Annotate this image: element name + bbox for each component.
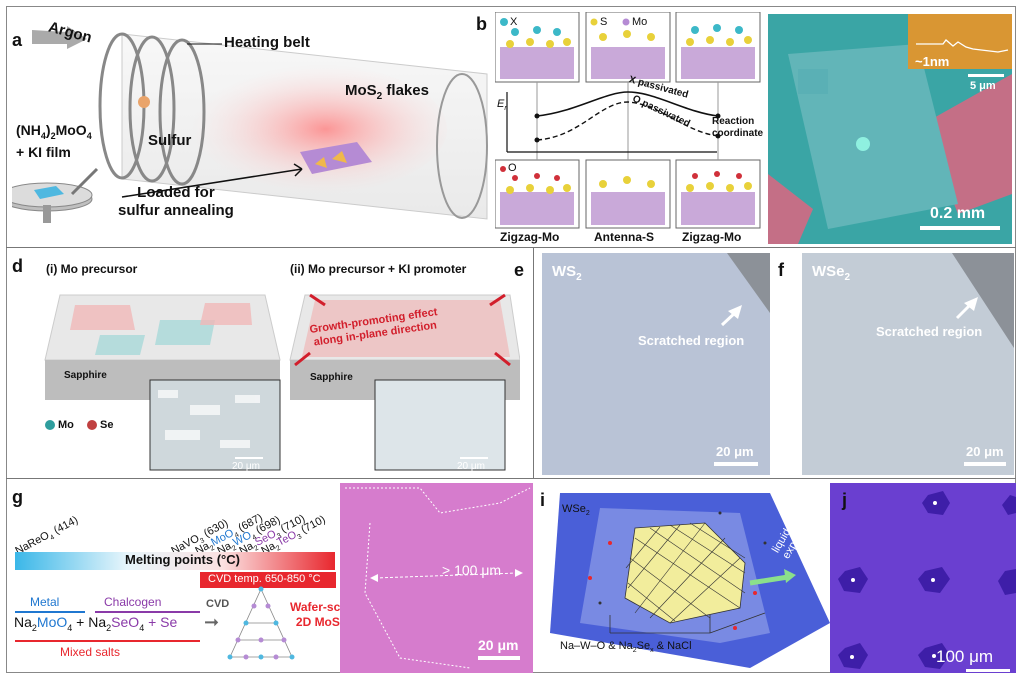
d-schematic (44, 293, 520, 471)
micrograph-j (830, 483, 1016, 673)
heating-belt-label: Heating belt (224, 34, 310, 51)
legend-s-label: S (600, 16, 608, 28)
metal-label: Metal (30, 595, 60, 609)
legend-mo-label: Mo (632, 16, 648, 28)
micrograph-e (542, 253, 770, 475)
scale-bar-f (964, 462, 1006, 466)
chalcogen-line (95, 611, 200, 613)
legend-o-label: O (508, 162, 517, 174)
scale-label-c: 0.2 mm (930, 205, 986, 222)
bottom-label-1: Zigzag-Mo (500, 230, 560, 244)
e-title: WS2 (552, 263, 582, 283)
i-bottom-label: Na–W–O & Na2Sex & NaCl (560, 640, 692, 655)
mos2-flakes-label: MoS2 flakes (345, 82, 429, 102)
cvd-arrow: ➞ (204, 612, 220, 632)
scale-bar-j (966, 669, 1010, 672)
micrograph-f (802, 253, 1014, 475)
scale-bar-e (714, 462, 758, 466)
inset-height-label: ~1nm (915, 54, 950, 69)
mixed-salts-line (15, 640, 200, 642)
reaction-coordinate-label: Reaction coordinate (712, 116, 764, 139)
row-divider-1 (6, 247, 1016, 248)
i-schematic (550, 493, 830, 668)
panel-label-i: i (540, 490, 546, 510)
metal-line (15, 611, 85, 613)
f-scratched-label: Scratched region (876, 324, 983, 339)
panel-label-a: a (12, 30, 23, 50)
melting-gradient-bar (15, 552, 335, 570)
bottom-label-2: Antenna-S (594, 230, 654, 244)
scale-label-d2: 20 μm (457, 461, 485, 472)
legend-x-label: X (510, 16, 518, 28)
e-scratched-label: Scratched region (638, 333, 745, 348)
d-title-ii: (ii) Mo precursor + KI promoter (290, 262, 467, 276)
i-wse2-label: WSe2 (562, 503, 590, 518)
cvd-temp-bar (200, 572, 336, 588)
col-divider-de (533, 247, 534, 478)
h-measure-label: > 100 μm (442, 562, 502, 578)
mose2-lattice (227, 586, 295, 660)
panel-label-j: j (842, 490, 848, 510)
micrograph-h (340, 483, 533, 673)
scale-label-j: 100 μm (936, 647, 994, 666)
f-title: WSe2 (812, 263, 851, 283)
micrograph-c (768, 14, 1012, 244)
inset-scale-bar (968, 74, 1004, 77)
energy-diagram (495, 12, 761, 229)
scale-label-h: 20 μm (478, 637, 519, 653)
loaded-label: Loaded for sulfur annealing (118, 184, 234, 219)
tube-furnace-diagram (12, 26, 488, 223)
scale-label-d1: 20 μm (232, 461, 260, 472)
scale-bar-h (478, 656, 520, 660)
scale-bar-c (920, 226, 1000, 230)
equation: Na2MoO4 + Na2SeO4 + Se (14, 614, 178, 633)
bottom-label-3: Zigzag-Mo (682, 230, 742, 244)
sulfur-label: Sulfur (148, 132, 192, 149)
row-divider-2 (6, 478, 1016, 479)
legend-se-d: Se (100, 419, 114, 431)
scale-bar-d2 (460, 457, 488, 459)
inset-scale-label: 5 μm (970, 80, 996, 92)
mixed-salts-label: Mixed salts (60, 645, 121, 659)
chalcogen-label: Chalcogen (104, 595, 162, 609)
panel-label-b: b (476, 14, 487, 34)
panel-label-e: e (514, 260, 525, 280)
melting-points-label: Melting points (°C) (125, 552, 240, 567)
cvd-label: CVD (206, 598, 230, 610)
scale-bar-d1 (235, 457, 263, 459)
legend-mo-d: Mo (58, 419, 74, 431)
sapphire-label-1: Sapphire (64, 370, 107, 381)
cvd-temp-label: CVD temp. 650-850 °C (208, 573, 321, 585)
d-title-i: (i) Mo precursor (46, 262, 138, 276)
energy-axis-label: Er (497, 98, 507, 113)
panel-label-g: g (12, 487, 23, 507)
panel-label-f: f (778, 260, 784, 280)
scale-label-e: 20 μm (716, 444, 754, 459)
sapphire-label-2: Sapphire (310, 372, 353, 383)
precursor-label: (NH4)2MoO4 + KI film (16, 122, 92, 160)
panel-label-d: d (12, 256, 23, 276)
scale-label-f: 20 μm (966, 444, 1004, 459)
